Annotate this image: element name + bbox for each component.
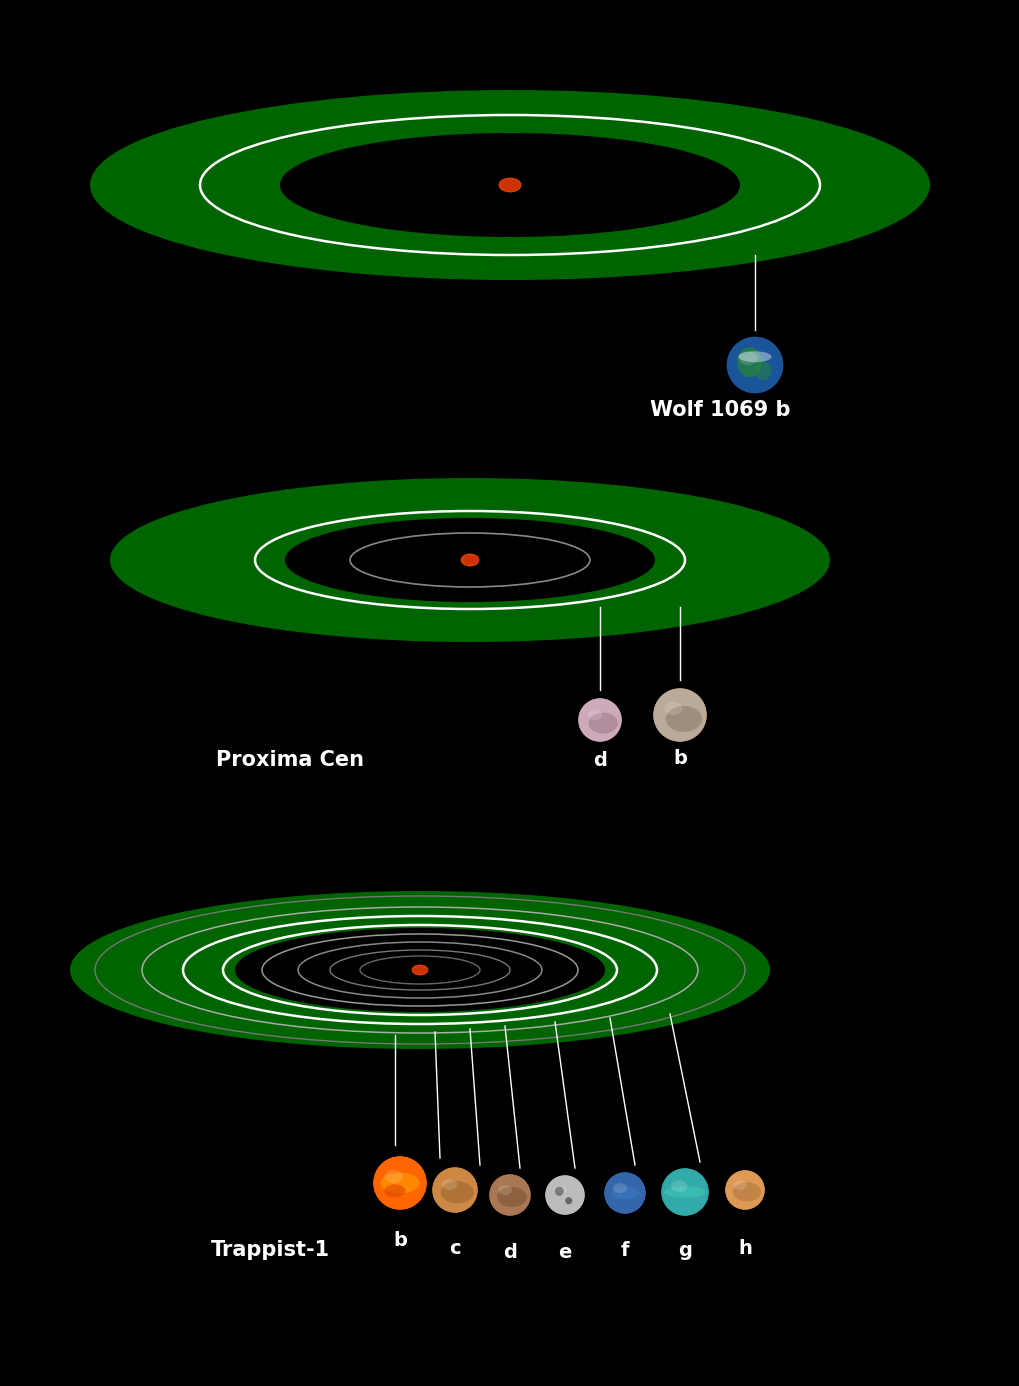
Ellipse shape [739, 351, 758, 365]
Ellipse shape [461, 554, 479, 565]
Ellipse shape [664, 701, 683, 715]
Circle shape [662, 1168, 708, 1216]
Ellipse shape [755, 360, 771, 380]
Text: c: c [449, 1239, 461, 1257]
Circle shape [374, 1157, 426, 1209]
Ellipse shape [235, 929, 605, 1012]
Text: b: b [393, 1231, 407, 1250]
Circle shape [546, 1175, 584, 1214]
Circle shape [654, 689, 706, 742]
Circle shape [728, 338, 783, 392]
Text: d: d [503, 1243, 517, 1263]
Ellipse shape [498, 1185, 512, 1195]
Circle shape [726, 1171, 764, 1209]
Ellipse shape [734, 1181, 747, 1191]
Text: g: g [678, 1240, 692, 1260]
Ellipse shape [665, 705, 702, 732]
Ellipse shape [613, 1184, 627, 1193]
Text: Proxima Cen: Proxima Cen [216, 750, 364, 771]
Ellipse shape [587, 710, 602, 719]
Text: e: e [558, 1243, 572, 1263]
Circle shape [726, 1171, 764, 1209]
Ellipse shape [412, 965, 428, 974]
Text: d: d [593, 750, 607, 769]
Circle shape [433, 1168, 477, 1211]
Ellipse shape [611, 1186, 639, 1199]
Circle shape [546, 1175, 584, 1214]
Ellipse shape [280, 133, 740, 237]
Circle shape [728, 338, 783, 392]
Text: b: b [674, 748, 687, 768]
Circle shape [605, 1173, 645, 1213]
Ellipse shape [384, 1170, 403, 1184]
Circle shape [555, 1188, 564, 1195]
Ellipse shape [733, 1182, 761, 1202]
Circle shape [654, 689, 706, 742]
Circle shape [433, 1168, 477, 1211]
Ellipse shape [664, 1186, 706, 1198]
Ellipse shape [497, 1186, 527, 1207]
Ellipse shape [90, 90, 930, 280]
Text: f: f [621, 1240, 630, 1260]
Ellipse shape [739, 351, 771, 362]
Circle shape [579, 699, 621, 742]
Text: h: h [738, 1239, 752, 1257]
Circle shape [566, 1198, 572, 1203]
Text: Trappist-1: Trappist-1 [211, 1240, 329, 1260]
Ellipse shape [380, 1173, 420, 1193]
Ellipse shape [384, 1184, 406, 1198]
Circle shape [605, 1173, 645, 1213]
Circle shape [579, 699, 621, 742]
Ellipse shape [588, 712, 618, 733]
Circle shape [374, 1157, 426, 1209]
Circle shape [490, 1175, 530, 1216]
Ellipse shape [440, 1181, 474, 1203]
Ellipse shape [285, 518, 655, 602]
Circle shape [490, 1175, 530, 1216]
Ellipse shape [442, 1179, 458, 1191]
Ellipse shape [737, 346, 762, 377]
Ellipse shape [499, 177, 521, 193]
Ellipse shape [70, 891, 770, 1049]
Ellipse shape [553, 1185, 567, 1195]
Text: Wolf 1069 b: Wolf 1069 b [650, 401, 791, 420]
Ellipse shape [672, 1181, 687, 1192]
Ellipse shape [110, 478, 830, 642]
Circle shape [662, 1168, 708, 1216]
